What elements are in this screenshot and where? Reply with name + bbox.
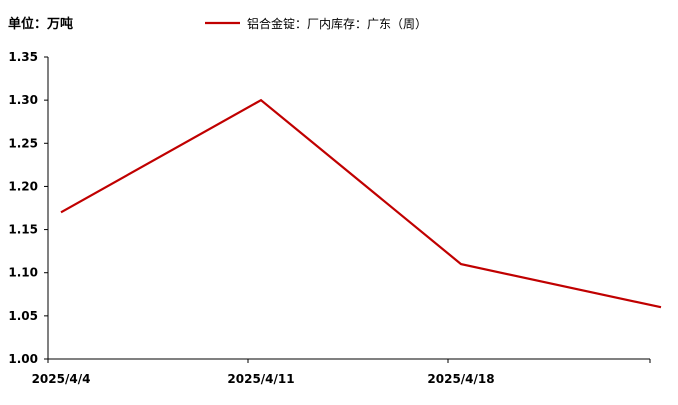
- y-tick-label: 1.30: [8, 93, 38, 107]
- legend: 铝合金锭：厂内库存：广东（周）: [205, 16, 427, 31]
- x-tick-label: 2025/4/11: [227, 372, 294, 386]
- y-tick-label: 1.20: [8, 179, 38, 193]
- y-tick-label: 1.25: [8, 136, 38, 150]
- series-line: [60, 98, 662, 309]
- x-tick-label: 2025/4/18: [427, 372, 494, 386]
- x-axis-ticks: 2025/4/4 2025/4/11 2025/4/18: [32, 359, 651, 386]
- y-tick-label: 1.15: [8, 223, 38, 237]
- y-axis-ticks: 1.35 1.30 1.25 1.20 1.15 1.10 1.05 1.00: [8, 50, 48, 366]
- unit-label: 单位：万吨: [8, 16, 73, 32]
- x-tick-label: 2025/4/4: [32, 372, 91, 386]
- y-tick-label: 1.35: [8, 50, 38, 64]
- y-tick-label: 1.10: [8, 266, 38, 280]
- y-tick-label: 1.00: [8, 352, 38, 366]
- y-tick-label: 1.05: [8, 309, 38, 323]
- legend-label: 铝合金锭：厂内库存：广东（周）: [247, 16, 427, 31]
- series-layer: [60, 98, 662, 309]
